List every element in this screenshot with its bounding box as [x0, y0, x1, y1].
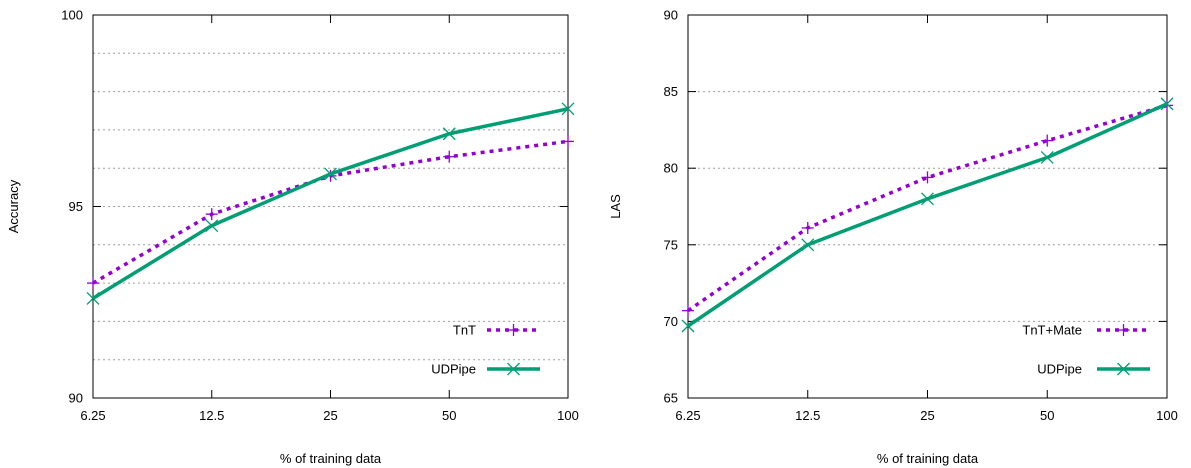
x-tick-label: 100 [1156, 408, 1178, 423]
x-tick-label: 12.5 [795, 408, 820, 423]
y-axis-label: LAS [608, 194, 623, 219]
data-point [87, 277, 99, 290]
data-point [681, 319, 695, 333]
x-tick-label: 25 [920, 408, 934, 423]
legend-marker [1117, 362, 1130, 376]
y-axis-label: Accuracy [6, 179, 21, 233]
las-chart: 65 70 75 80 85 90 6.25 12.5 25 50 100 % of training… [608, 8, 1178, 467]
marker-stroke [507, 362, 520, 376]
legend-label: UDPipe [431, 362, 476, 377]
plot-frame [687, 14, 1168, 399]
data-point [561, 102, 575, 116]
data-point [1040, 151, 1054, 164]
x-tick-label: 50 [442, 408, 456, 423]
marker-stroke [801, 238, 815, 252]
y-tick-label: 90 [664, 8, 678, 23]
data-point [442, 127, 456, 141]
data-point [682, 304, 694, 317]
data-point [562, 135, 574, 148]
data-point [1160, 97, 1174, 111]
y-tick-label: 80 [664, 161, 678, 176]
legend-marker [1117, 324, 1130, 336]
marker-stroke [86, 291, 100, 305]
marker-stroke [205, 219, 219, 233]
x-tick-label: 25 [323, 408, 337, 423]
series-line-udpipe [92, 107, 569, 300]
x-axis-label: % of training data [877, 451, 979, 466]
accuracy-chart: 90 95 100 6.25 12.5 25 50 100 % of training data… [6, 8, 579, 467]
marker-stroke [921, 192, 934, 206]
data-point [205, 208, 218, 221]
series-line-udpipe [687, 102, 1168, 328]
y-tick-label: 75 [664, 237, 678, 252]
x-tick-label: 12.5 [199, 408, 224, 423]
legend-label: UDPipe [1037, 362, 1082, 377]
x-axis-label: % of training data [280, 451, 382, 466]
data-point [1041, 134, 1054, 147]
legend-marker [507, 324, 520, 336]
marker-stroke [681, 319, 695, 333]
legend-label: TnT+Mate [1022, 323, 1082, 338]
data-point [205, 219, 219, 233]
marker-stroke [442, 127, 456, 141]
series-line-tnt-mate [687, 103, 1168, 313]
y-tick-label: 90 [69, 391, 83, 406]
data-point [324, 167, 337, 181]
marker-stroke [324, 167, 337, 181]
data-point [921, 192, 934, 206]
data-point [801, 238, 815, 252]
y-tick-label: 100 [61, 8, 83, 23]
data-point [443, 150, 456, 163]
x-tick-label: 50 [1040, 408, 1054, 423]
x-tick-label: 100 [557, 408, 579, 423]
y-tick-label: 95 [69, 199, 83, 214]
series-line-tnt [92, 139, 569, 285]
data-point [801, 221, 814, 234]
y-tick-label: 65 [664, 391, 678, 406]
legend-label: TnT [453, 323, 476, 338]
x-tick-label: 6.25 [675, 408, 700, 423]
legend-marker [507, 362, 520, 376]
data-point [86, 291, 100, 305]
data-point [921, 171, 934, 184]
y-tick-label: 70 [664, 314, 678, 329]
marker-stroke [1040, 151, 1054, 164]
marker-stroke [1160, 97, 1174, 111]
marker-stroke [1117, 362, 1130, 376]
y-tick-label: 85 [664, 84, 678, 99]
x-tick-label: 6.25 [80, 408, 105, 423]
marker-stroke [561, 102, 575, 116]
